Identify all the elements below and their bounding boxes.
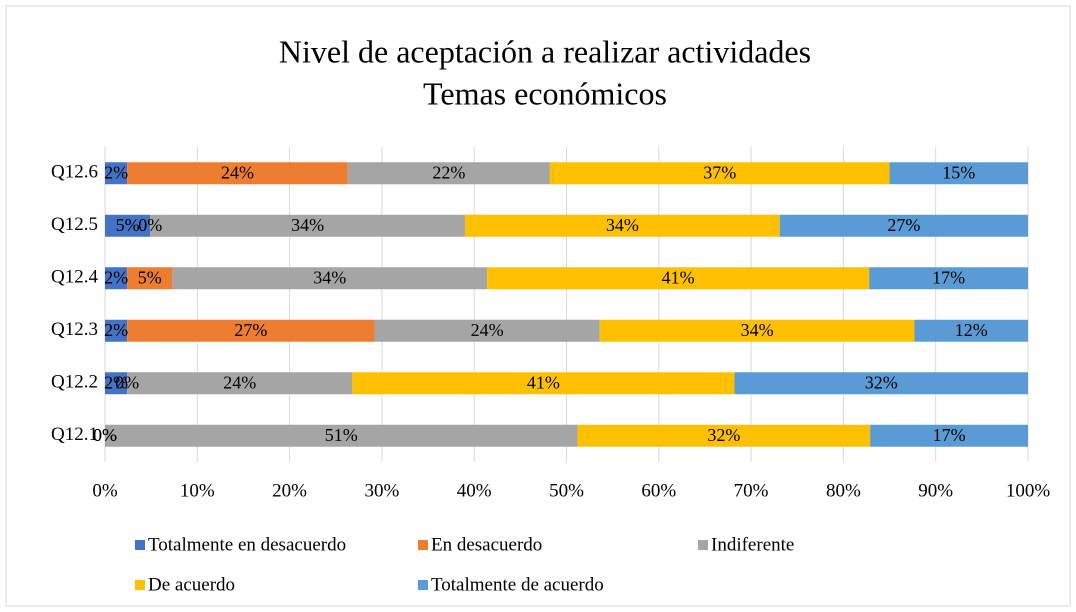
legend-swatch	[135, 580, 145, 590]
bar-segment	[347, 162, 550, 185]
data-label: 51%	[325, 425, 358, 445]
data-label: 15%	[942, 162, 975, 182]
data-label: 5%	[138, 267, 162, 287]
bar-segment	[352, 372, 735, 395]
x-tick-label: 60%	[641, 480, 676, 501]
x-tick-label: 0%	[92, 480, 118, 501]
data-label: 24%	[471, 320, 504, 340]
data-label: 34%	[291, 215, 324, 235]
y-tick-label: Q12.2	[51, 372, 98, 393]
x-tick-label: 50%	[549, 480, 584, 501]
chart-border	[5, 5, 1071, 607]
bar-segment	[374, 319, 600, 342]
data-label: 22%	[432, 162, 465, 182]
legend-label: Totalmente en desacuerdo	[148, 534, 346, 555]
data-label: 34%	[606, 215, 639, 235]
y-tick-label: Q12.3	[51, 319, 98, 340]
bar-segment	[870, 424, 1028, 447]
bar-segment	[577, 424, 871, 447]
data-label: 24%	[223, 372, 256, 392]
y-tick-label: Q12.4	[51, 267, 98, 288]
x-tick-label: 80%	[826, 480, 861, 501]
legend-swatch	[418, 540, 428, 550]
bar-segment	[127, 267, 173, 290]
bar-segment	[105, 214, 151, 237]
bar-segment	[105, 267, 128, 290]
data-label: 32%	[707, 425, 740, 445]
bar-segment	[599, 319, 915, 342]
legend-label: En desacuerdo	[431, 534, 542, 555]
data-label: 41%	[662, 267, 695, 287]
bar-segment	[549, 162, 890, 185]
legend-label: Totalmente de acuerdo	[431, 574, 604, 595]
data-label: 0%	[93, 425, 117, 445]
data-label: 0%	[115, 372, 139, 392]
data-label: 34%	[313, 267, 346, 287]
bar-segment	[105, 319, 128, 342]
data-label: 17%	[932, 267, 965, 287]
bar-segment	[914, 319, 1028, 342]
data-label: 32%	[865, 372, 898, 392]
legend-swatch	[418, 580, 428, 590]
data-label: 34%	[741, 320, 774, 340]
chart-subtitle: Temas económicos	[423, 75, 667, 111]
x-tick-label: 100%	[1006, 480, 1051, 501]
bar-segment	[464, 214, 780, 237]
x-tick-label: 10%	[180, 480, 215, 501]
y-tick-label: Q12.5	[51, 214, 98, 235]
x-tick-label: 90%	[918, 480, 953, 501]
chart-title: Nivel de aceptación a realizar actividad…	[279, 33, 811, 69]
data-label: 12%	[955, 320, 988, 340]
bar-segment	[127, 319, 375, 342]
bar-segment	[105, 162, 128, 185]
legend-label: Indiferente	[711, 534, 794, 555]
data-label: 27%	[234, 320, 267, 340]
data-label: 17%	[933, 425, 966, 445]
bar-segment	[105, 424, 578, 447]
legend-swatch	[698, 540, 708, 550]
data-label: 0%	[138, 215, 162, 235]
bar-segment	[889, 162, 1028, 185]
bar-segment	[869, 267, 1028, 290]
bar-segment	[105, 372, 128, 395]
data-label: 2%	[104, 267, 128, 287]
data-label: 27%	[887, 215, 920, 235]
data-label: 2%	[104, 372, 128, 392]
data-label: 41%	[527, 372, 560, 392]
x-tick-label: 70%	[734, 480, 769, 501]
bar-segment	[127, 162, 348, 185]
bar-segment	[734, 372, 1028, 395]
x-tick-label: 30%	[364, 480, 399, 501]
bar-segment	[779, 214, 1028, 237]
data-label: 37%	[703, 162, 736, 182]
y-tick-label: Q12.6	[51, 162, 98, 183]
data-label: 0%	[93, 425, 117, 445]
data-label: 2%	[104, 162, 128, 182]
x-tick-label: 20%	[272, 480, 307, 501]
legend-swatch	[135, 540, 145, 550]
data-label: 24%	[221, 162, 254, 182]
data-label: 2%	[104, 320, 128, 340]
bar-segment	[172, 267, 488, 290]
bar-segment	[127, 372, 353, 395]
bar-segment	[150, 214, 465, 237]
legend-label: De acuerdo	[148, 574, 235, 595]
data-label: 5%	[116, 215, 140, 235]
bar-segment	[487, 267, 870, 290]
y-tick-label: Q12.1	[51, 424, 98, 445]
x-tick-label: 40%	[457, 480, 492, 501]
